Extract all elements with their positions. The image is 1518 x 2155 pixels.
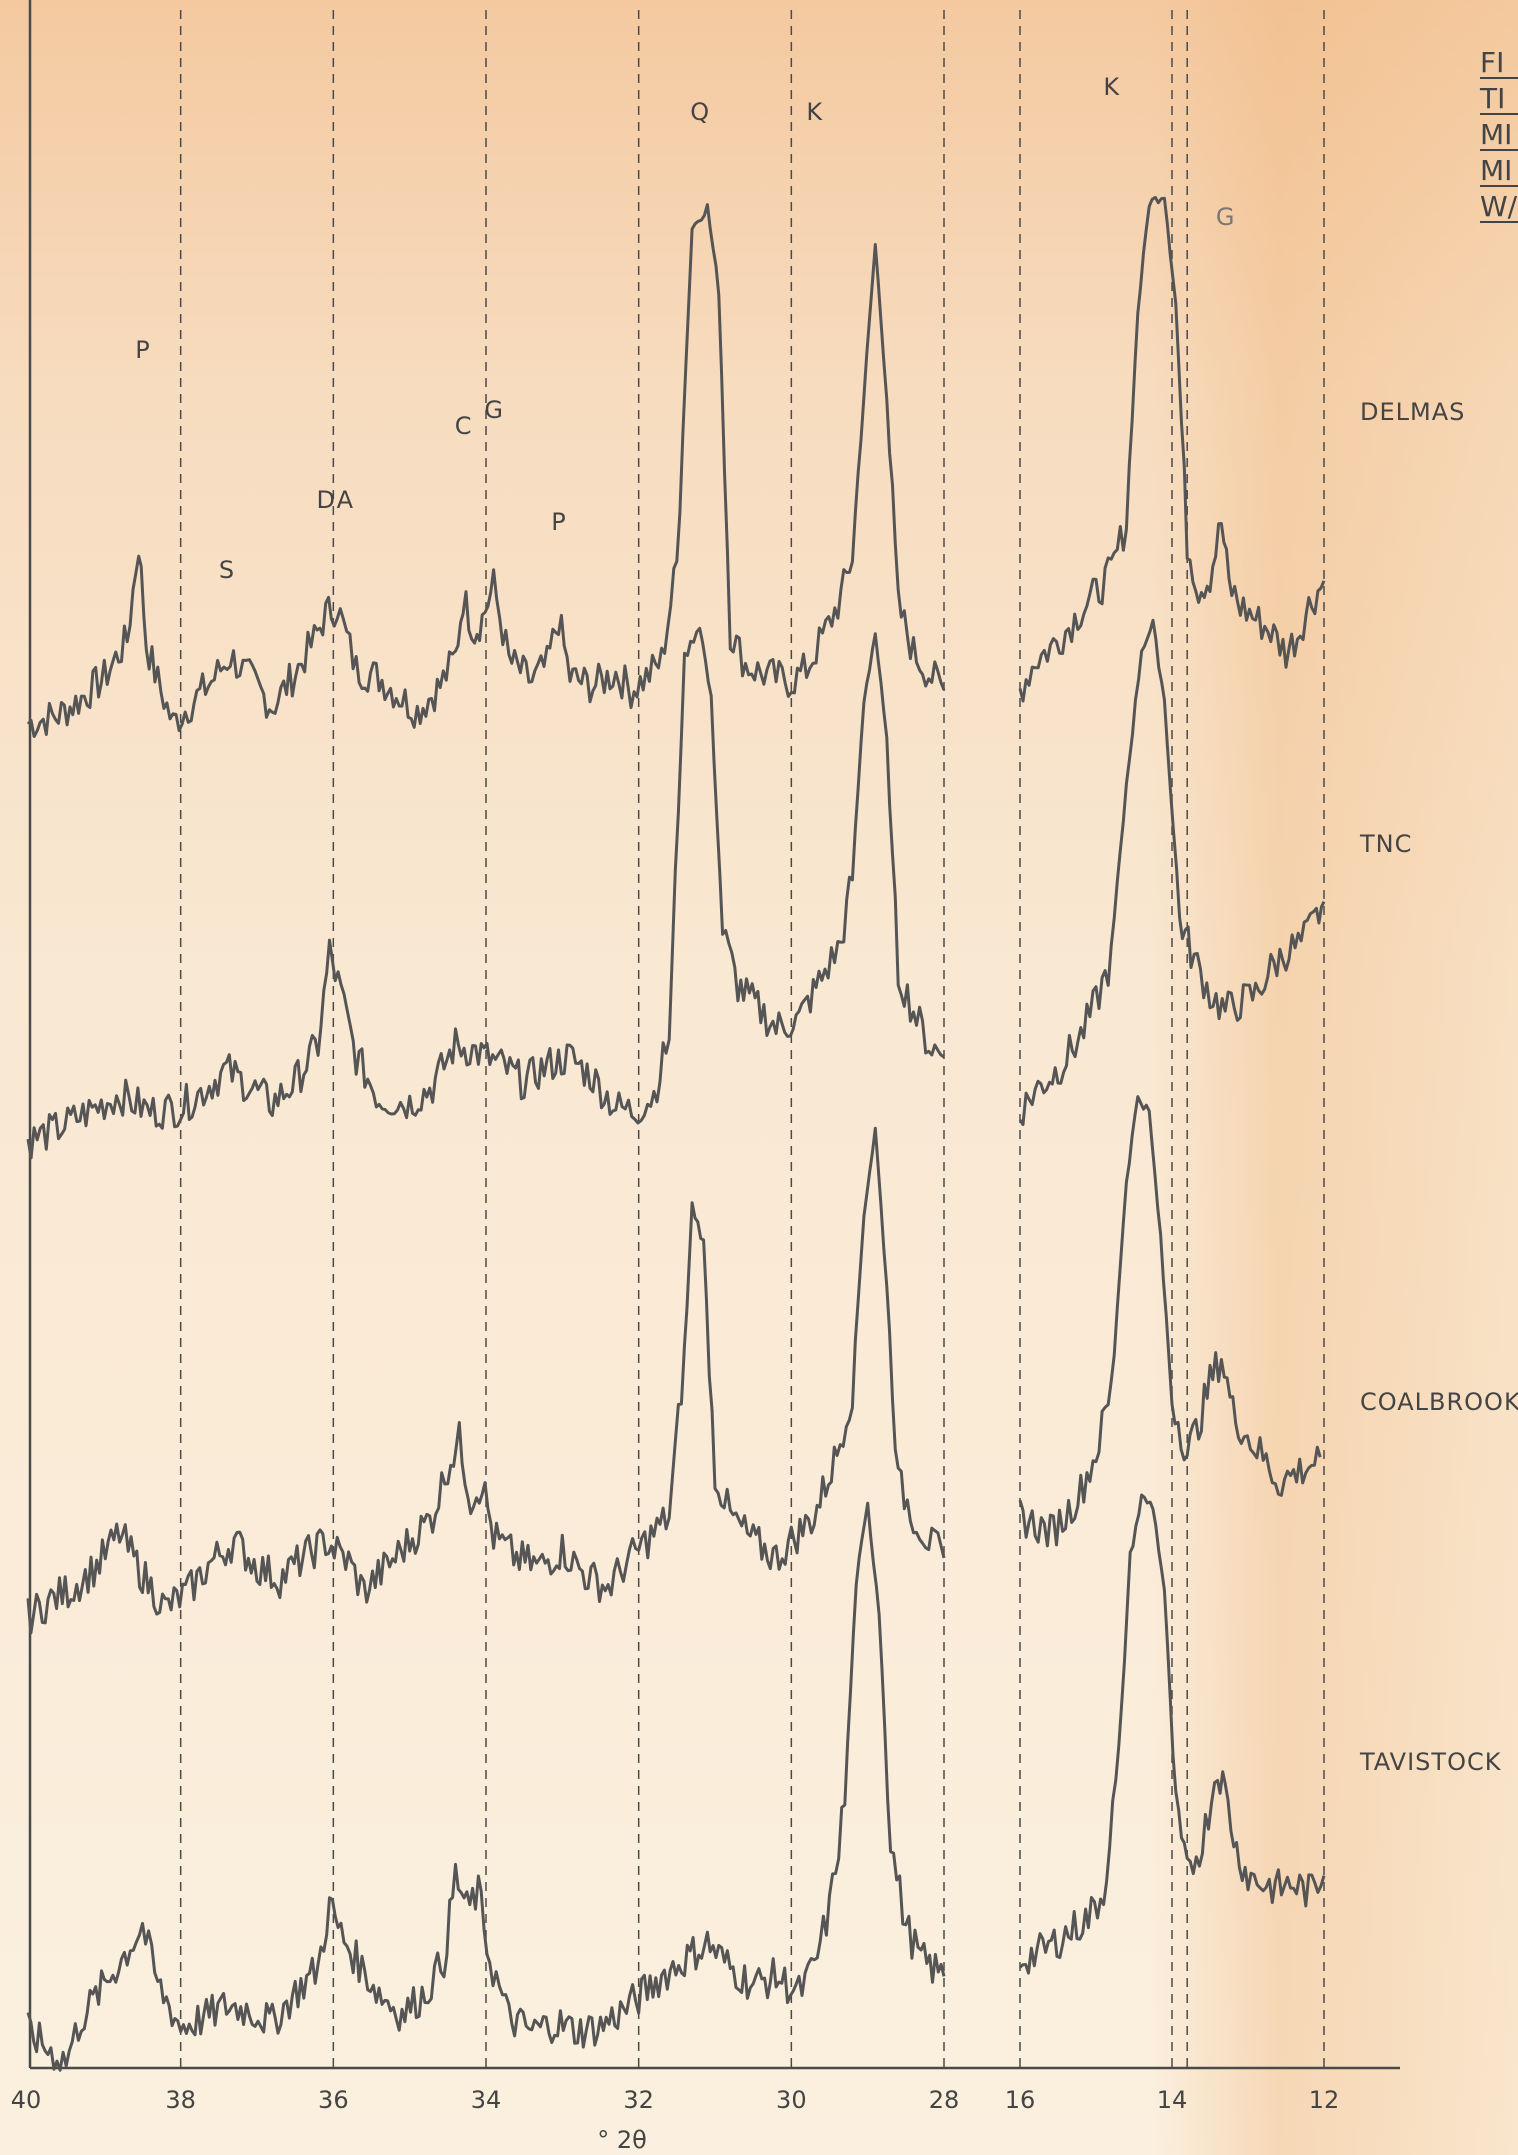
peak-label: P [551, 508, 565, 536]
series-label: DELMAS [1360, 398, 1465, 426]
chart-labels: 40 38 36 34 32 30 28 16 14 12° 2θFITIMIMIW/DELMAS… [11, 46, 1518, 2154]
series-trace-left [26, 1501, 946, 2072]
series-trace-right [1018, 1095, 1322, 1548]
x-tick-label: 14 [1157, 2086, 1188, 2114]
x-tick-label: 38 [165, 2086, 196, 2114]
x-tick-label: 28 [929, 2086, 960, 2114]
peak-label: S [219, 556, 234, 584]
series-trace-left [26, 1126, 946, 1635]
x-tick-label: 36 [318, 2086, 349, 2114]
grid-lines [179, 10, 1325, 2068]
series-trace-left [26, 626, 945, 1160]
x-tick-label: 34 [471, 2086, 502, 2114]
x-axis-title: ° 2θ [597, 2126, 647, 2154]
title-fragment: FI [1480, 46, 1504, 79]
x-tick-label: 16 [1005, 2086, 1036, 2114]
series-label: TNC [1359, 830, 1412, 858]
x-tick-label: 40 [11, 2086, 42, 2114]
peak-label: C [455, 412, 472, 440]
peak-label: G [484, 396, 503, 424]
peak-label: K [1103, 73, 1120, 101]
series-label: TAVISTOCK [1359, 1748, 1502, 1776]
x-tick-label: 12 [1309, 2086, 1340, 2114]
title-fragment: MI [1480, 118, 1512, 151]
series-trace-left [26, 203, 946, 738]
peak-label: A [337, 486, 354, 514]
series-label: COALBROOK [1360, 1388, 1518, 1416]
series-trace-right [1018, 618, 1326, 1126]
x-tick-label: 32 [623, 2086, 654, 2114]
series-trace-right [1018, 195, 1326, 703]
series-trace-right [1018, 1493, 1326, 1975]
title-fragment: TI [1479, 82, 1505, 115]
title-fragment: MI [1480, 154, 1512, 187]
title-fragment: W/ [1480, 190, 1518, 223]
x-tick-label: 30 [776, 2086, 807, 2114]
series-traces [26, 195, 1326, 2072]
peak-label: D [316, 486, 334, 514]
axes [28, 0, 1400, 2070]
peak-label: P [135, 336, 149, 364]
peak-label: G [1216, 203, 1235, 231]
peak-label: Q [690, 98, 709, 126]
peak-label: K [806, 98, 823, 126]
